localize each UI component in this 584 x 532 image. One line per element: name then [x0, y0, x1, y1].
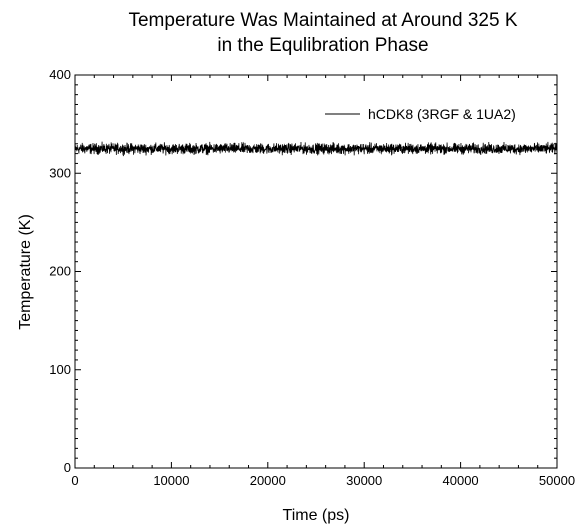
y-axis-label: Temperature (K) — [17, 214, 34, 330]
y-tick-label: 200 — [49, 264, 71, 279]
axis-ticks: 0 10000 20000 30000 40000 50000 0 100 200 300 400 — [49, 67, 575, 488]
x-tick-label: 30000 — [346, 473, 382, 488]
legend-label: hCDK8 (3RGF & 1UA2) — [368, 106, 516, 122]
series-layer — [74, 141, 558, 157]
x-axis-label: Time (ps) — [283, 507, 350, 524]
legend: hCDK8 (3RGF & 1UA2) — [325, 106, 516, 122]
x-tick-label: 10000 — [153, 473, 189, 488]
y-tick-label: 100 — [49, 362, 71, 377]
series-line — [74, 141, 558, 157]
y-tick-label: 400 — [49, 67, 71, 82]
x-tick-label: 0 — [71, 473, 78, 488]
x-tick-label: 50000 — [539, 473, 575, 488]
chart-title-line-2: in the Equlibration Phase — [217, 35, 428, 56]
y-tick-label: 300 — [49, 165, 71, 180]
plot-frame — [74, 74, 558, 469]
chart-title-line-1: Temperature Was Maintained at Around 325… — [128, 10, 517, 31]
x-tick-label: 40000 — [443, 473, 479, 488]
y-tick-label: 0 — [64, 460, 71, 475]
x-tick-label: 20000 — [250, 473, 286, 488]
